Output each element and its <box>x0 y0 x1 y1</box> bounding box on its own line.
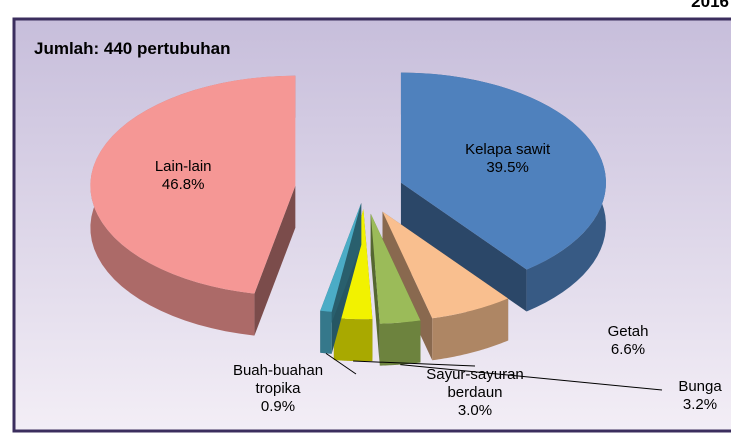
slice-rim <box>320 310 332 354</box>
slice-side <box>254 185 296 336</box>
pie <box>90 72 663 391</box>
slice-label: Sayur-sayuran berdaun 3.0% <box>415 366 535 420</box>
slice-label: Bunga 3.2% <box>670 378 730 414</box>
slice-top <box>382 211 509 319</box>
chart-title: Jumlah: 440 pertubuhan <box>34 39 230 58</box>
leader-line <box>353 360 476 367</box>
slice <box>400 72 606 312</box>
value-label: 0.9% <box>260 398 296 415</box>
corner-label: 2016 <box>691 0 729 11</box>
slice-label: Kelapa sawit 39.5% <box>438 141 578 177</box>
slice <box>90 75 296 336</box>
slice-side <box>370 213 380 366</box>
category-label: Getah <box>607 323 649 340</box>
category-label: Lain-lain <box>154 157 212 175</box>
leader-line <box>400 364 663 391</box>
value-label: 46.8% <box>161 175 205 193</box>
slice-side <box>400 182 527 312</box>
slice-label: Lain-lain 46.8% <box>113 158 253 194</box>
slice-top <box>370 213 421 324</box>
category-label: Sayur-sayuran berdaun <box>426 366 524 401</box>
value-label: 39.5% <box>486 159 529 177</box>
slice <box>370 213 421 366</box>
category-label: Kelapa sawit <box>465 141 551 159</box>
slice-rim <box>432 298 509 361</box>
slice <box>320 203 362 354</box>
slice-rim <box>333 318 373 362</box>
slice-top <box>320 203 362 312</box>
slice-label: Getah 6.6% <box>558 323 698 359</box>
value-label: 3.2% <box>682 396 718 413</box>
slice-top <box>400 72 606 270</box>
value-label: 3.0% <box>457 402 493 419</box>
slice-top <box>90 75 296 294</box>
value-label: 6.6% <box>610 341 646 358</box>
leader-line <box>325 352 357 375</box>
slice-label: Buah-buahan tropika 0.9% <box>218 362 338 416</box>
category-label: Bunga <box>678 378 722 395</box>
category-label: Buah-buahan tropika <box>232 362 324 397</box>
slice-rim <box>379 320 421 366</box>
